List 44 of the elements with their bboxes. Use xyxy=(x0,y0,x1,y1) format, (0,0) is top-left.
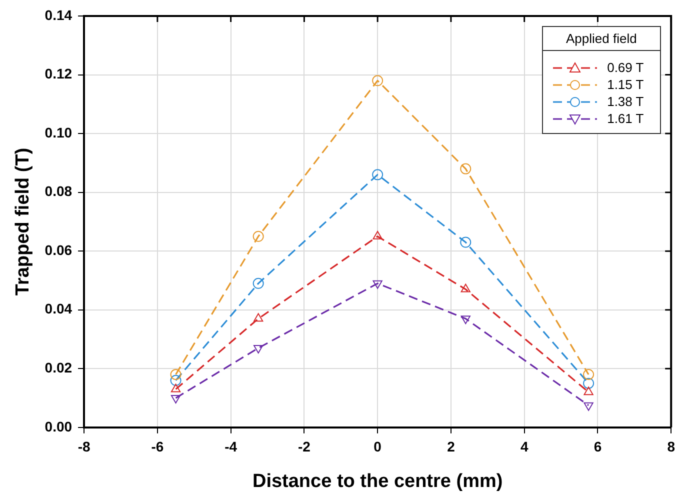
point xyxy=(460,163,472,174)
legend-label: 1.61 T xyxy=(607,111,644,126)
point xyxy=(583,369,594,380)
legend-label: 1.15 T xyxy=(607,77,644,92)
y-tick-label: 0.02 xyxy=(44,359,72,376)
point xyxy=(584,402,594,411)
point xyxy=(372,230,382,240)
y-tick-label: 0.00 xyxy=(44,418,72,434)
point xyxy=(460,316,470,324)
point xyxy=(170,395,181,404)
legend-title: Applied field xyxy=(542,26,661,51)
point xyxy=(372,169,384,180)
point xyxy=(252,278,264,289)
legend-label: 1.38 T xyxy=(607,94,644,109)
x-tick-label: 8 xyxy=(667,438,676,455)
point xyxy=(170,369,182,380)
y-tick-label: 0.14 xyxy=(44,6,72,23)
point xyxy=(254,345,264,354)
x-axis-title: Distance to the centre (mm) xyxy=(252,470,503,492)
point xyxy=(252,230,264,242)
point xyxy=(460,236,472,248)
x-tick-label: -8 xyxy=(78,438,90,455)
point xyxy=(460,284,470,292)
y-tick-label: 0.06 xyxy=(44,242,72,258)
x-tick-label: 0 xyxy=(374,438,382,455)
point xyxy=(170,384,181,392)
point xyxy=(583,378,594,389)
x-tick-label: 6 xyxy=(594,438,602,455)
point xyxy=(372,280,382,289)
x-tick-label: -4 xyxy=(224,438,238,455)
legend-label: 0.69 T xyxy=(607,60,644,75)
y-tick-label: 0.10 xyxy=(44,124,72,140)
y-tick-label: 0.12 xyxy=(44,66,72,82)
point xyxy=(372,75,384,86)
y-tick-label: 0.08 xyxy=(44,183,72,200)
x-tick-label: 4 xyxy=(520,438,528,455)
point xyxy=(170,374,182,386)
x-tick-label: -2 xyxy=(298,438,311,455)
point xyxy=(254,313,264,322)
point xyxy=(584,386,594,396)
x-tick-label: -6 xyxy=(151,438,164,455)
y-tick-label: 0.04 xyxy=(44,300,72,317)
y-axis-title: Trapped field (T) xyxy=(12,148,34,296)
x-tick-label: 2 xyxy=(447,438,456,455)
